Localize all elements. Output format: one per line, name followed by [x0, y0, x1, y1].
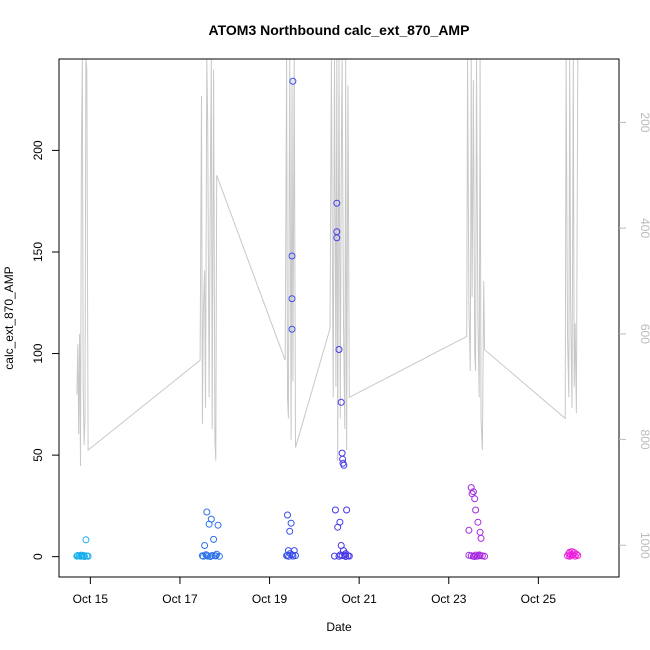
y-tick-label: 150: [31, 242, 45, 262]
data-point: [207, 515, 215, 523]
data-point: [84, 552, 92, 560]
data-point: [472, 506, 480, 514]
plot-frame: [58, 58, 620, 578]
data-point: [340, 461, 348, 469]
x-tick-label: Oct 19: [252, 592, 288, 606]
data-point: [336, 518, 344, 526]
y2-tick-label: 400: [638, 218, 650, 238]
data-point: [288, 252, 296, 260]
data-point: [474, 518, 482, 526]
data-point: [210, 535, 218, 543]
data-point: [568, 551, 576, 559]
chart-title: ATOM3 Northbound calc_ext_870_AMP: [209, 22, 470, 38]
data-point: [288, 295, 296, 303]
x-tick-label: Oct 21: [341, 592, 377, 606]
data-point: [337, 398, 345, 406]
y-axis-label: calc_ext_870_AMP: [2, 266, 16, 369]
data-point: [203, 508, 211, 516]
data-point: [74, 552, 82, 559]
data-point: [471, 553, 479, 560]
data-point: [203, 551, 211, 559]
data-point: [345, 552, 353, 560]
data-point: [215, 552, 223, 560]
data-point: [333, 234, 341, 242]
data-point: [289, 77, 297, 85]
data-point: [286, 527, 294, 535]
data-point: [335, 552, 343, 560]
y2-axis: 200 400 600 800 1000: [619, 112, 650, 559]
data-point: [204, 552, 212, 560]
data-point: [343, 506, 351, 514]
x-tick-label: Oct 15: [73, 592, 109, 606]
y2-tick-label: 600: [638, 324, 650, 344]
y2-tick-label: 200: [638, 112, 650, 132]
data-point: [211, 552, 219, 560]
data-point: [331, 506, 339, 514]
data-point: [574, 552, 582, 559]
altitude-line-layer: [76, 59, 579, 467]
y2-tick-label: 1000: [638, 532, 650, 559]
altitude-line: [76, 59, 579, 467]
y-tick-label: 200: [31, 140, 45, 160]
x-tick-label: Oct 17: [162, 592, 198, 606]
data-point: [288, 325, 296, 333]
y-tick-label: 0: [31, 553, 45, 560]
y-axis: 0 50 100 150 200: [31, 140, 59, 560]
data-point: [471, 495, 479, 503]
y2-tick-label: 800: [638, 430, 650, 450]
data-point: [286, 550, 294, 558]
data-point: [477, 534, 485, 542]
x-axis: Oct 15 Oct 17 Oct 19 Oct 21 Oct 23 Oct 25: [73, 577, 557, 606]
x-tick-label: Oct 23: [431, 592, 467, 606]
y-tick-label: 100: [31, 343, 45, 363]
data-point: [465, 526, 473, 534]
data-point: [82, 536, 90, 544]
data-point: [572, 550, 580, 558]
points-layer: [73, 77, 582, 560]
data-point: [469, 488, 477, 496]
data-point: [287, 519, 295, 527]
data-point: [201, 542, 209, 549]
data-point: [342, 553, 350, 560]
data-point: [338, 449, 346, 457]
data-point: [214, 521, 222, 529]
data-point: [284, 511, 291, 519]
data-point: [206, 553, 214, 560]
data-point: [333, 199, 341, 207]
data-point: [475, 551, 483, 559]
x-axis-label: Date: [326, 620, 352, 634]
x-tick-label: Oct 25: [521, 592, 557, 606]
data-point: [335, 346, 343, 353]
data-point: [476, 528, 484, 536]
y-tick-label: 50: [31, 448, 45, 462]
